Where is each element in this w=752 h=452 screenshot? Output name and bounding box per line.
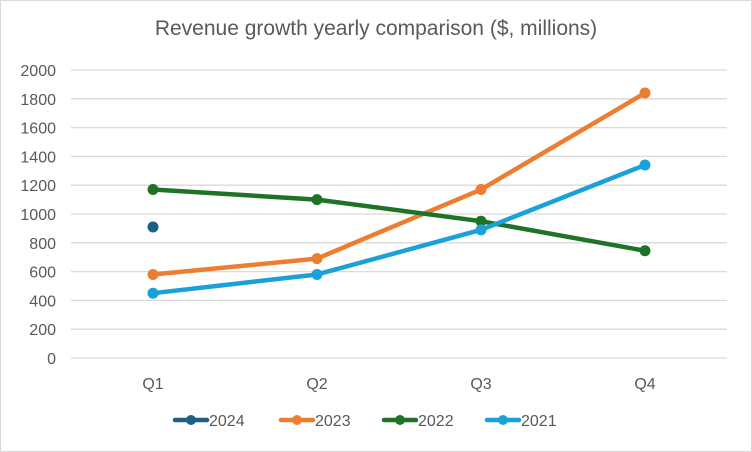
legend-item-2021: 2021 xyxy=(484,413,557,430)
y-tick-label: 1200 xyxy=(20,178,56,195)
legend-label: 2022 xyxy=(418,413,454,430)
data-point xyxy=(147,268,159,280)
y-tick-label: 2000 xyxy=(20,63,56,80)
series-2024 xyxy=(147,221,159,233)
y-tick-label: 200 xyxy=(29,322,56,339)
data-point xyxy=(475,184,487,196)
x-axis-ticks: Q1 Q2 Q3 Q4 xyxy=(142,376,655,393)
data-point xyxy=(147,221,159,233)
legend: 2024 2023 2022 2021 xyxy=(172,413,557,430)
series-line xyxy=(150,187,648,253)
gridlines xyxy=(71,69,727,359)
y-tick-label: 1400 xyxy=(20,149,56,166)
legend-item-2024: 2024 xyxy=(172,413,245,430)
series-line xyxy=(150,90,648,277)
series-line xyxy=(150,162,648,296)
y-tick-label: 0 xyxy=(47,351,56,368)
series-2021 xyxy=(147,159,651,299)
data-point xyxy=(639,245,651,257)
x-tick-label: Q1 xyxy=(142,376,163,393)
legend-swatch-marker xyxy=(498,415,508,425)
legend-item-2023: 2023 xyxy=(278,413,351,430)
legend-label: 2021 xyxy=(521,413,557,430)
legend-swatch-marker xyxy=(186,415,196,425)
y-tick-label: 800 xyxy=(29,236,56,253)
x-tick-label: Q2 xyxy=(306,376,327,393)
y-axis-ticks: 0 200 400 600 800 1000 1200 1400 1600 1800 2000 xyxy=(20,63,56,368)
x-tick-label: Q3 xyxy=(470,376,491,393)
data-point xyxy=(639,87,651,99)
series-2022 xyxy=(147,184,651,257)
y-tick-label: 1000 xyxy=(20,207,56,224)
series-2023 xyxy=(147,87,651,280)
data-point xyxy=(147,184,159,196)
y-tick-label: 1800 xyxy=(20,92,56,109)
chart-title: Revenue growth yearly comparison ($, mil… xyxy=(154,17,598,40)
data-point xyxy=(475,224,487,236)
data-point xyxy=(311,253,323,265)
y-tick-label: 1600 xyxy=(20,121,56,138)
y-tick-label: 400 xyxy=(29,293,56,310)
data-point xyxy=(147,287,159,299)
legend-label: 2024 xyxy=(209,413,245,430)
legend-label: 2023 xyxy=(315,413,351,430)
data-point xyxy=(311,194,323,206)
legend-item-2022: 2022 xyxy=(381,413,454,430)
legend-swatch-marker xyxy=(292,415,302,425)
y-tick-label: 600 xyxy=(29,265,56,282)
data-point xyxy=(311,268,323,280)
legend-swatch-marker xyxy=(395,415,405,425)
data-point xyxy=(639,159,651,171)
series-lines xyxy=(147,87,651,299)
x-tick-label: Q4 xyxy=(634,376,655,393)
data-point xyxy=(475,215,487,227)
